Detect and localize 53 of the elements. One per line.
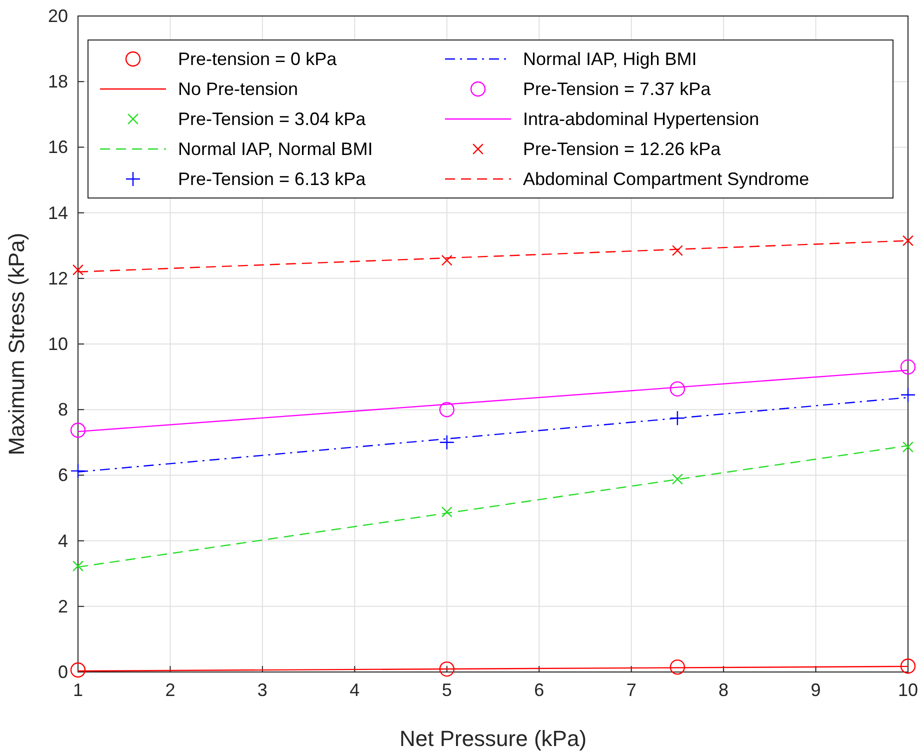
x-tick-label: 1 (72, 680, 84, 700)
point (900, 658, 916, 674)
point (900, 359, 916, 375)
point (441, 254, 452, 266)
x-tick-label: 8 (718, 680, 729, 700)
y-tick-label: 12 (48, 268, 68, 288)
x-tick-label: 7 (626, 680, 636, 700)
y-tick-label: 0 (58, 662, 68, 682)
y-tick-label: 16 (48, 137, 68, 158)
point (902, 441, 914, 452)
x-tick-label: 9 (810, 680, 821, 700)
point (439, 402, 454, 418)
point (70, 422, 86, 438)
legend-label: Normal IAP, Normal BMI (178, 139, 373, 159)
legend-label: Pre-Tension = 6.13 kPa (178, 169, 367, 189)
y-tick-label: 6 (58, 465, 68, 486)
point (670, 659, 686, 675)
point (72, 560, 84, 572)
point (439, 434, 454, 450)
y-tick-label: 8 (58, 400, 68, 420)
point (902, 235, 914, 246)
y-tick-label: 10 (48, 334, 68, 354)
legend-label: Normal IAP, High BMI (523, 49, 697, 69)
x-tick-label: 6 (534, 680, 544, 700)
y-tick-label: 20 (48, 6, 68, 26)
point (72, 264, 84, 276)
point (670, 410, 686, 426)
x-tick-label: 2 (165, 680, 176, 700)
x-tick-label: 3 (257, 680, 268, 700)
legend-label: Pre-Tension = 12.26 kPa (523, 139, 722, 159)
x-tick-label: 5 (442, 680, 452, 700)
legend-label: No Pre-tension (178, 79, 298, 99)
legend-label: Pre-Tension = 3.04 kPa (178, 109, 367, 129)
point (70, 662, 86, 678)
legend-label: Pre-tension = 0 kPa (178, 49, 338, 69)
y-tick-label: 14 (48, 202, 68, 223)
point (672, 474, 683, 485)
point (70, 463, 86, 479)
point (439, 661, 454, 677)
point (672, 245, 683, 256)
y-tick-label: 18 (48, 72, 68, 92)
x-tick-label: 10 (898, 680, 918, 700)
legend-label: Intra-abdominal Hypertension (523, 109, 760, 129)
legend-label: Pre-Tension = 7.37 kPa (523, 79, 712, 99)
x-axis-title: Net Pressure (kPa) (399, 726, 587, 751)
point (441, 506, 452, 518)
y-axis-title: Maximum Stress (kPa) (4, 232, 29, 456)
y-tick-label: 4 (58, 530, 68, 551)
legend-label: Abdominal Compartment Syndrome (523, 169, 810, 189)
point (670, 381, 686, 397)
point (900, 387, 916, 402)
y-tick-label: 2 (58, 596, 68, 616)
x-tick-label: 4 (350, 680, 360, 700)
